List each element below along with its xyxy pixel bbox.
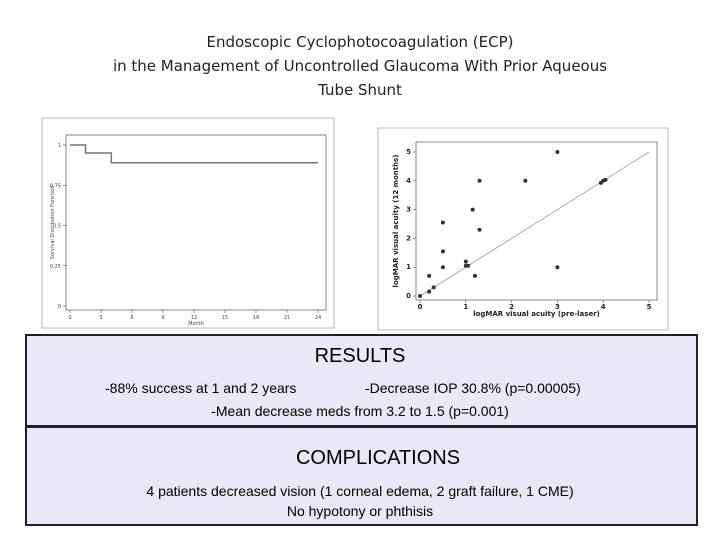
y-tick-label: 5 [406, 148, 411, 156]
x-tick-label: 1 [463, 303, 468, 311]
x-tick-label: 5 [647, 303, 652, 311]
y-tick-label: 0 [58, 304, 61, 310]
x-tick-label: 12 [191, 315, 197, 321]
scatter-point [470, 207, 475, 212]
scatter-point [427, 289, 432, 294]
x-tick-label: 2 [509, 303, 514, 311]
scatter-point [427, 273, 432, 278]
y-tick-label: 0.5 [53, 224, 61, 230]
x-axis-label: Month [188, 321, 204, 327]
plot-frame [65, 134, 327, 311]
results-line: -Decrease IOP 30.8% (p=0.00005) [365, 380, 581, 396]
scatter-point [472, 273, 477, 278]
results-line: -Mean decrease meds from 3.2 to 1.5 (p=0… [211, 403, 509, 419]
complications-box [25, 426, 698, 526]
x-tick-label: 0 [68, 315, 71, 321]
figure-frame [377, 127, 669, 331]
x-tick-label: 3 [555, 303, 560, 311]
y-tick-label: 0.25 [50, 264, 61, 270]
scatter-point [440, 220, 445, 225]
results-box [25, 334, 698, 427]
y-tick-label: 1 [406, 263, 411, 271]
scatter-point [466, 263, 471, 268]
scatter-point [431, 285, 436, 290]
x-tick-label: 24 [315, 315, 321, 321]
scatter-point [477, 178, 482, 183]
y-axis-label: Survival Distribution Function [50, 186, 56, 260]
scatter-point [463, 259, 468, 264]
x-tick-label: 9 [161, 315, 164, 321]
complications-line: 4 patients decreased vision (1 corneal e… [146, 483, 573, 499]
scatter-point [555, 265, 560, 270]
scatter-point [440, 265, 445, 270]
y-axis-label: logMAR visual acuity (12 months) [392, 155, 400, 288]
scatter-point [523, 178, 528, 183]
plot-frame [415, 141, 658, 301]
scatter-point [555, 150, 560, 154]
x-tick-label: 3 [99, 315, 102, 321]
x-axis-label: logMAR visual acuity (pre-laser) [473, 310, 600, 318]
scatter-point [418, 294, 422, 298]
identity-line [419, 151, 650, 297]
results-line: -88% success at 1 and 2 years [105, 380, 296, 396]
y-tick-label: 0.75 [50, 183, 61, 189]
y-tick-label: 1 [58, 143, 61, 149]
complications-line: No hypotony or phthisis [287, 503, 433, 519]
title-line: Tube Shunt [317, 81, 402, 99]
survival-line [70, 144, 318, 164]
y-tick-label: 2 [406, 234, 411, 242]
title-line: in the Management of Uncontrolled Glauco… [113, 57, 607, 75]
scatter-point [598, 180, 603, 185]
x-tick-label: 18 [253, 315, 259, 321]
x-tick-label: 21 [284, 315, 290, 321]
scatter-point [603, 177, 608, 182]
title-line: Endoscopic Cyclophotocoagulation (ECP) [206, 33, 513, 51]
x-tick-label: 4 [601, 303, 606, 311]
scatter-point [440, 249, 445, 254]
y-tick-label: 0 [406, 292, 411, 300]
complications-title: COMPLICATIONS [296, 447, 460, 469]
x-tick-label: 6 [130, 315, 133, 321]
scatter-point [477, 227, 482, 232]
x-tick-label: 15 [222, 315, 228, 321]
x-tick-label: 0 [418, 303, 423, 311]
y-tick-label: 3 [406, 206, 411, 214]
y-tick-label: 4 [406, 177, 411, 185]
results-title: RESULTS [315, 345, 406, 367]
